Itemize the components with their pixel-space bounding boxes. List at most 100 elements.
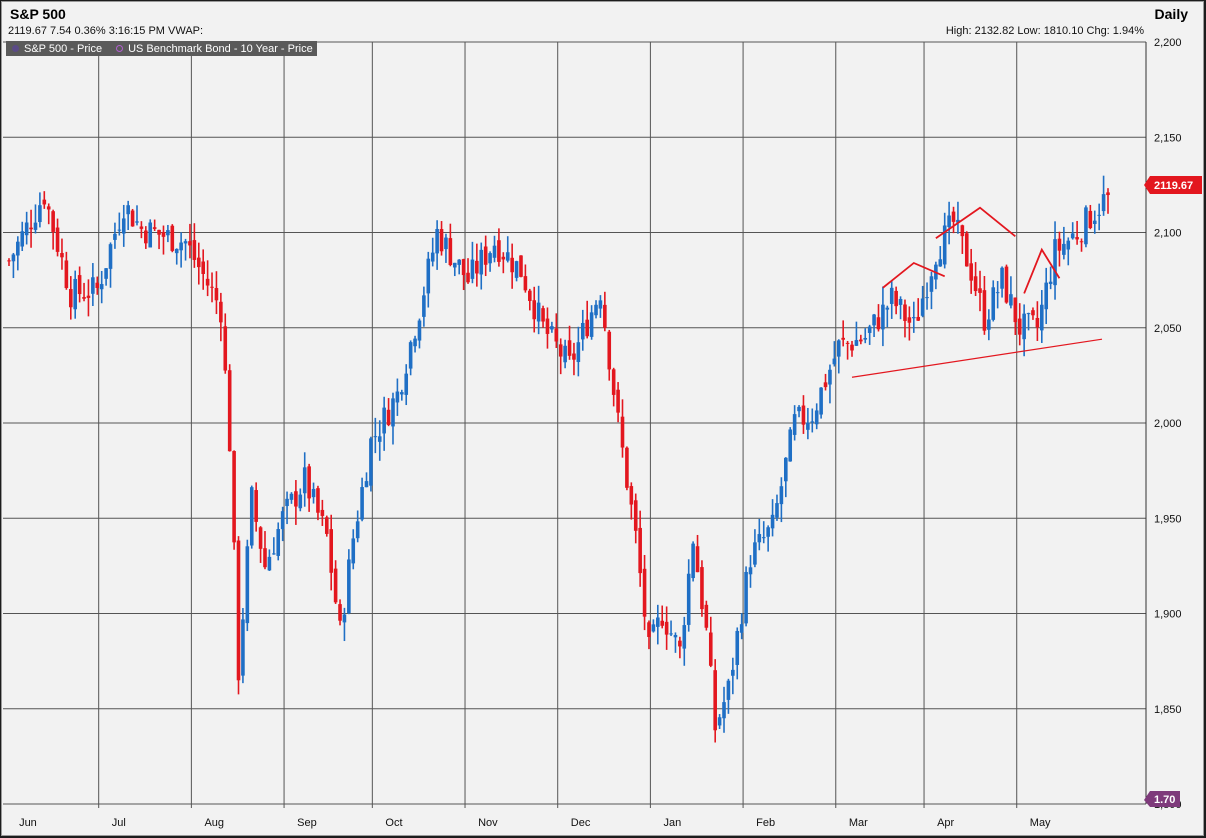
candle-body bbox=[1004, 266, 1009, 303]
candle-body bbox=[435, 228, 439, 254]
candle-body bbox=[501, 256, 506, 260]
candle-body bbox=[121, 218, 126, 234]
candle-body bbox=[355, 521, 360, 539]
candle-body bbox=[580, 322, 585, 340]
candle-body bbox=[413, 338, 417, 347]
y-tick-label: 1,850 bbox=[1154, 704, 1182, 716]
candle-body bbox=[625, 447, 629, 488]
candle-body bbox=[382, 407, 386, 434]
candle-body bbox=[673, 634, 678, 638]
candle-body bbox=[850, 344, 854, 351]
candle-body bbox=[377, 436, 382, 442]
candle-body bbox=[254, 490, 258, 522]
candle-body bbox=[938, 259, 943, 267]
legend-item-bond[interactable]: US Benchmark Bond - 10 Year - Price bbox=[128, 42, 313, 55]
candle-body bbox=[638, 527, 642, 574]
candle-body bbox=[404, 373, 409, 395]
candle-body bbox=[889, 287, 894, 304]
candle-body bbox=[492, 245, 497, 258]
candle-body bbox=[192, 240, 197, 260]
candle-body bbox=[302, 467, 307, 494]
candle-body bbox=[819, 387, 823, 415]
candle-body bbox=[60, 253, 64, 258]
candle-body bbox=[241, 619, 245, 676]
candle-body bbox=[991, 287, 996, 320]
candle-body bbox=[978, 288, 982, 293]
head-line bbox=[935, 206, 1016, 239]
candle-body bbox=[894, 290, 898, 307]
candle-body bbox=[572, 353, 576, 360]
candle-body bbox=[470, 259, 475, 279]
candle-body bbox=[320, 509, 325, 516]
x-tick-label: Jul bbox=[112, 817, 126, 829]
candle-body bbox=[717, 717, 722, 726]
candle-body bbox=[338, 604, 342, 621]
candle-body bbox=[236, 540, 241, 681]
candle-body bbox=[739, 624, 744, 633]
candle-body bbox=[46, 206, 51, 210]
candle-body bbox=[541, 308, 545, 322]
candle-body bbox=[205, 278, 210, 286]
candle-body bbox=[766, 527, 770, 537]
candle-body bbox=[183, 241, 188, 244]
right-shoulder-line bbox=[1023, 247, 1061, 294]
candle-body bbox=[620, 416, 625, 448]
chart-title: S&P 500 bbox=[10, 6, 66, 22]
candle-body bbox=[77, 275, 82, 295]
candle-body bbox=[227, 370, 232, 452]
candle-body bbox=[757, 534, 762, 543]
candle-body bbox=[651, 624, 656, 632]
candle-body bbox=[1026, 313, 1031, 315]
candle-body bbox=[38, 205, 42, 223]
candle-body bbox=[885, 307, 890, 310]
candle-body bbox=[333, 568, 338, 603]
period-selector[interactable]: Daily bbox=[1154, 6, 1188, 22]
candle-body bbox=[704, 604, 709, 628]
candle-body bbox=[761, 537, 766, 539]
candle-body bbox=[554, 328, 559, 342]
candle-body bbox=[528, 290, 532, 301]
candle-body bbox=[969, 263, 973, 281]
candle-body bbox=[108, 244, 113, 269]
candle-body bbox=[1057, 238, 1062, 251]
candle-body bbox=[594, 304, 598, 316]
y-tick-label: 2,100 bbox=[1154, 228, 1182, 240]
x-tick-label: Dec bbox=[571, 817, 591, 829]
candle-body bbox=[828, 369, 832, 385]
candle-body bbox=[845, 342, 850, 344]
candle-body bbox=[788, 429, 793, 462]
candle-body bbox=[289, 493, 294, 500]
x-tick-label: May bbox=[1030, 817, 1051, 829]
candle-body bbox=[395, 391, 400, 403]
candle-body bbox=[324, 517, 329, 534]
candle-body bbox=[550, 326, 554, 330]
candle-body bbox=[814, 410, 819, 425]
candle-body bbox=[444, 237, 448, 250]
candle-body bbox=[439, 229, 444, 252]
candle-body bbox=[514, 261, 519, 278]
candle-body bbox=[267, 556, 272, 571]
candle-body bbox=[744, 571, 748, 624]
candle-body bbox=[545, 318, 550, 334]
candle-body bbox=[135, 221, 139, 223]
candle-body bbox=[263, 548, 267, 568]
candle-body bbox=[876, 317, 881, 330]
candle-body bbox=[294, 491, 298, 507]
x-tick-label: Nov bbox=[478, 817, 498, 829]
x-tick-label: Jun bbox=[19, 817, 37, 829]
candle-body bbox=[726, 680, 731, 700]
candle-body bbox=[488, 253, 492, 264]
x-tick-label: Aug bbox=[204, 817, 224, 829]
legend-item-sp500[interactable]: S&P 500 - Price bbox=[24, 42, 103, 55]
candle-body bbox=[695, 546, 700, 573]
candle-body bbox=[426, 258, 431, 294]
candle-body bbox=[104, 268, 108, 279]
candle-body bbox=[351, 538, 356, 564]
candle-body bbox=[479, 249, 484, 275]
candle-body bbox=[700, 567, 704, 610]
range-stats: High: 2132.82 Low: 1810.10 Chg: 1.94% bbox=[945, 25, 1144, 37]
candle-body bbox=[510, 257, 514, 273]
candle-body bbox=[947, 215, 951, 228]
candle-body bbox=[567, 340, 572, 356]
